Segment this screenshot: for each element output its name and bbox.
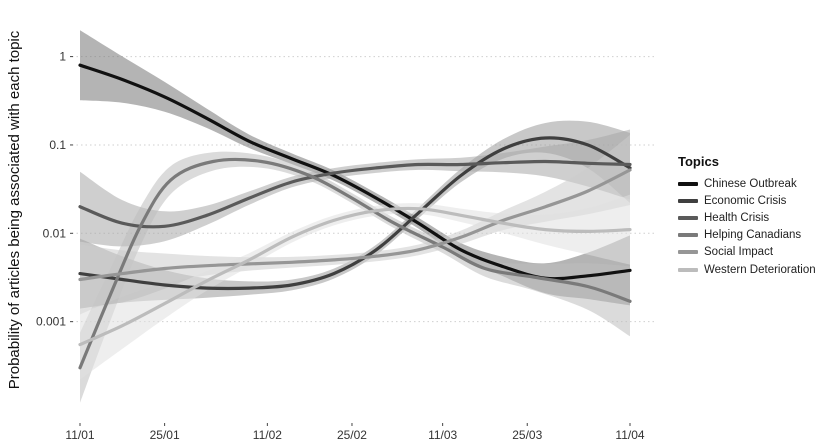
series-line-social-impact <box>78 168 632 282</box>
legend-label: Western Deterioration <box>704 263 816 276</box>
y-axis-title: Probability of articles being associated… <box>6 30 23 389</box>
band-health-crisis <box>80 129 630 247</box>
y-tick-label: 0.001 <box>36 315 66 329</box>
legend-swatch <box>678 215 698 220</box>
legend-item: Helping Canadians <box>676 227 825 244</box>
legend-item: Economic Crisis <box>676 192 825 209</box>
x-tick-label: 25/02 <box>337 428 367 442</box>
x-tick-label: 11/01 <box>65 428 94 442</box>
y-tick-label: 0.01 <box>43 226 67 240</box>
x-tick-label: 11/03 <box>428 428 457 442</box>
legend-swatch <box>678 181 698 186</box>
series-line-western-deterioration <box>78 206 632 347</box>
x-tick-label: 25/01 <box>150 428 180 442</box>
series-line-health-crisis <box>78 159 632 229</box>
y-tick-label: 1 <box>59 50 66 64</box>
legend-title: Topics <box>678 154 719 169</box>
band-helping-canadians <box>80 151 630 403</box>
legend-label: Social Impact <box>704 246 774 259</box>
legend-label: Chinese Outbreak <box>704 177 797 190</box>
x-tick-label: 11/04 <box>615 428 644 442</box>
x-tick-label: 11/02 <box>253 428 282 442</box>
y-axis-ticks: 1 0.1 0.01 0.001 <box>36 50 73 329</box>
legend-label: Helping Canadians <box>704 229 802 242</box>
legend-items: Chinese Outbreak Economic Crisis Health Cr… <box>676 175 825 278</box>
series-lines <box>78 63 632 370</box>
legend: Topics Chinese Outbreak Economic Crisis He… <box>676 150 825 285</box>
legend-swatch <box>678 250 698 255</box>
series-line-economic-crisis <box>78 136 632 291</box>
legend-item: Social Impact <box>676 244 825 261</box>
legend-swatch <box>678 198 698 203</box>
legend-item: Chinese Outbreak <box>676 175 825 192</box>
legend-item: Health Crisis <box>676 209 825 226</box>
series-line-helping-canadians <box>78 157 632 370</box>
legend-label: Health Crisis <box>704 211 770 224</box>
y-tick-label: 0.1 <box>49 138 66 152</box>
legend-swatch <box>678 233 698 238</box>
legend-item: Western Deterioration <box>676 261 825 278</box>
x-axis-ticks: 11/01 25/01 11/02 25/02 11/03 25/03 11/04 <box>65 423 645 442</box>
legend-swatch <box>678 267 698 272</box>
legend-label: Economic Crisis <box>704 194 787 207</box>
x-tick-label: 25/03 <box>512 428 542 442</box>
confidence-bands <box>80 30 630 403</box>
